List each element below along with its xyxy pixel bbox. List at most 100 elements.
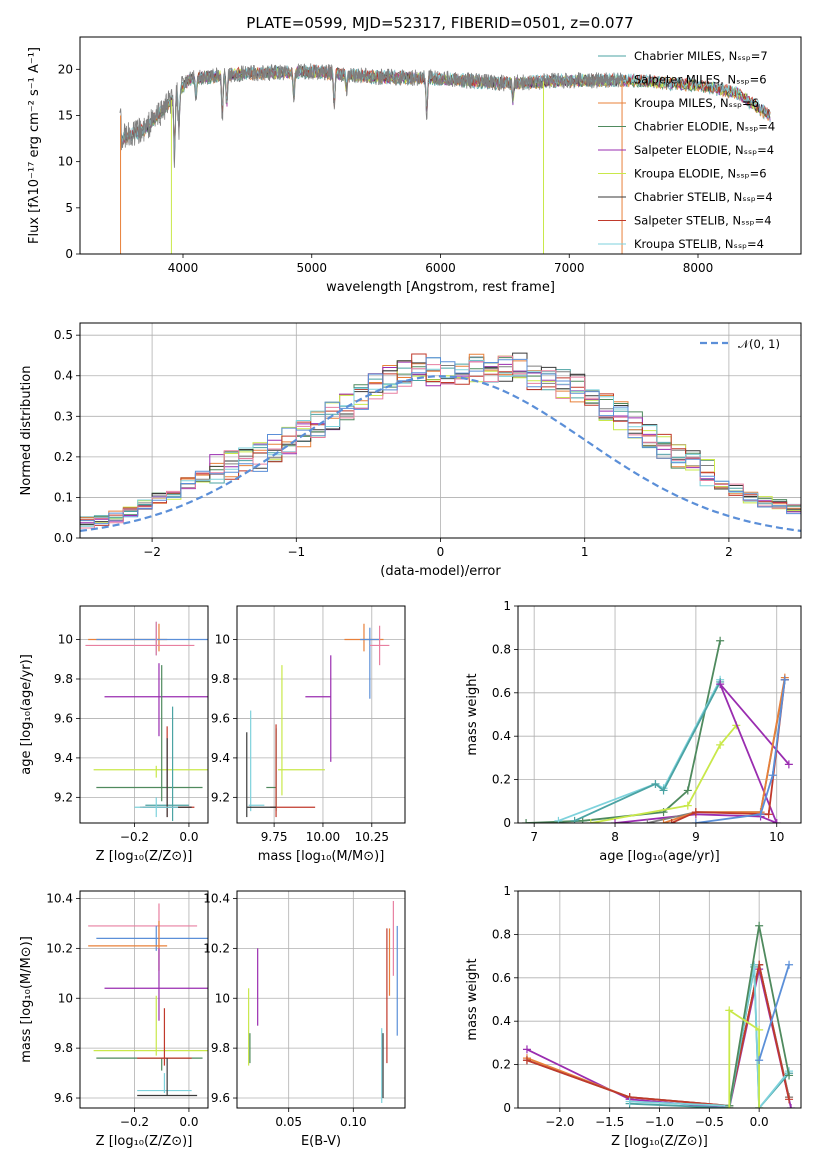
y-axis-label: mass weight	[465, 958, 480, 1040]
errorbar-point	[96, 665, 203, 802]
weight-marker	[755, 1104, 764, 1108]
x-tick-label: 0	[437, 545, 445, 559]
legend-label: 𝒩(0, 1)	[738, 337, 780, 351]
errorbar-point	[137, 1058, 198, 1097]
errorbar-point	[248, 710, 265, 812]
y-tick-label: 0.2	[54, 450, 73, 464]
legend-label: Kroupa ELODIE, Nₛₛₚ=6	[634, 167, 767, 181]
weight-marker	[785, 1071, 794, 1080]
x-tick-label: −1.0	[645, 1115, 674, 1129]
y-tick-label: 9.4	[54, 751, 73, 765]
ticks: −0.2 0.0 9.6 9.8 10 10.2 10.4	[46, 891, 198, 1129]
weight-marker	[785, 1095, 794, 1104]
weight-marker	[522, 1045, 531, 1054]
legend-label: Chabrier STELIB, Nₛₛₚ=4	[634, 190, 773, 204]
y-tick-label: 9.6	[54, 711, 73, 725]
legend-label: Salpeter ELODIE, Nₛₛₚ=4	[634, 143, 774, 157]
axes-frame	[79, 322, 802, 539]
weight-marker	[651, 779, 660, 788]
errorbar-point	[344, 623, 384, 652]
errorbar-point	[93, 765, 208, 778]
x-tick-label: 9.75	[261, 830, 288, 844]
y-tick-label: 0.8	[492, 927, 511, 941]
x-tick-label: 10.00	[306, 830, 340, 844]
errorbar-point	[88, 623, 168, 652]
errorbar-point	[246, 732, 277, 818]
y-tick-label: 10.4	[46, 891, 73, 905]
y-tick-label: 9.8	[54, 1041, 73, 1055]
mass-vs-ebv-panel: 0.05 0.10 9.6 9.8 10 10.2 10.4 E(B-V)	[203, 890, 406, 1149]
x-tick-label: 8	[611, 830, 619, 844]
errorbar-point	[96, 925, 208, 951]
weight-marker	[691, 808, 700, 817]
y-tick-label: 0.1	[54, 490, 73, 504]
y-tick-label: 0.4	[492, 729, 511, 743]
weight-marker	[787, 1104, 796, 1108]
axes-frame	[236, 605, 406, 824]
weight-line	[590, 724, 737, 823]
weight-marker	[570, 816, 579, 823]
x-tick-label: 0.0	[179, 1115, 198, 1129]
x-tick-label: 1	[581, 545, 589, 559]
weight-marker	[659, 786, 668, 795]
x-axis-label: wavelength [Angstrom, rest frame]	[326, 280, 555, 295]
legend-label: Salpeter MILES, Nₛₛₚ=6	[634, 73, 767, 87]
weight-marker	[667, 819, 676, 823]
weight-marker	[578, 816, 587, 823]
y-tick-label: 10.2	[203, 941, 230, 955]
ticks: 0.05 0.10 9.6 9.8 10 10.2 10.4	[203, 891, 366, 1129]
legend-label: Chabrier ELODIE, Nₛₛₚ=4	[634, 120, 775, 134]
y-tick-label: 0.2	[492, 1058, 511, 1072]
weight-line	[526, 968, 792, 1108]
y-tick-label: 0.2	[492, 773, 511, 787]
y-tick-label: 1	[503, 599, 511, 613]
weight-lines	[522, 921, 796, 1108]
weight-lines	[522, 636, 793, 823]
y-tick-label: 0	[65, 247, 73, 261]
residuals-panel: −2 −1 0 1 2 0.0 0.1 0.2 0.3 0.4 0.5 (data-model)/er…	[19, 322, 802, 579]
x-tick-label: −2	[143, 545, 161, 559]
y-tick-label: 9.6	[211, 1091, 230, 1105]
x-tick-label: 0.0	[179, 830, 198, 844]
errorbars	[85, 621, 208, 822]
errorbar-point	[93, 995, 208, 1056]
axes-frame	[236, 890, 406, 1109]
y-tick-label: 0.4	[492, 1014, 511, 1028]
x-tick-label: 7000	[554, 261, 585, 275]
weight-marker	[683, 786, 692, 795]
weight-series	[554, 675, 725, 823]
legend-label: Chabrier MILES, Nₛₛₚ=7	[634, 49, 768, 63]
errorbar-point	[369, 625, 390, 666]
y-tick-label: 10.2	[46, 941, 73, 955]
weight-marker	[716, 680, 725, 689]
errorbars	[88, 903, 208, 1097]
legend-label: Kroupa MILES, Nₛₛₚ=6	[634, 96, 759, 110]
weight-vs-age-panel: 7 8 9 10 0 0.2 0.4 0.6 0.8 1 age [log₁₀(age/yr)] ma…	[465, 599, 802, 864]
errorbar-point	[96, 621, 208, 656]
weight-marker	[522, 819, 531, 823]
weight-marker	[625, 1097, 634, 1106]
x-tick-label: 0.0	[750, 1115, 769, 1129]
x-axis-label: mass [log₁₀(M/M⊙)]	[258, 849, 385, 864]
weight-line	[758, 964, 790, 1061]
y-tick-label: 0.5	[54, 328, 73, 342]
y-tick-label: 9.2	[211, 790, 230, 804]
y-axis-label: mass weight	[465, 673, 480, 755]
x-tick-label: 0.05	[275, 1115, 302, 1129]
x-tick-label: 8000	[683, 261, 714, 275]
y-tick-label: 9.2	[54, 790, 73, 804]
weight-marker	[554, 816, 563, 823]
weight-marker	[756, 810, 765, 819]
axes-frame	[79, 605, 209, 824]
errorbar-point	[85, 621, 195, 656]
y-tick-label: 20	[58, 62, 73, 76]
y-tick-label: 10.4	[203, 891, 230, 905]
spectrum-legend: Chabrier MILES, Nₛₛₚ=7 Salpeter MILES, Nₛ…	[598, 49, 775, 251]
gaussian-curve	[80, 375, 801, 532]
y-tick-label: 1	[503, 884, 511, 898]
figure-title: PLATE=0599, MJD=52317, FIBERID=0501, z=0…	[246, 14, 633, 32]
mass-vs-metallicity-panel: −0.2 0.0 9.6 9.8 10 10.2 10.4 Z [log₁₀(Z/Z⊙)] ma…	[19, 890, 209, 1149]
y-tick-label: 9.8	[211, 1041, 230, 1055]
y-tick-label: 5	[65, 201, 73, 215]
